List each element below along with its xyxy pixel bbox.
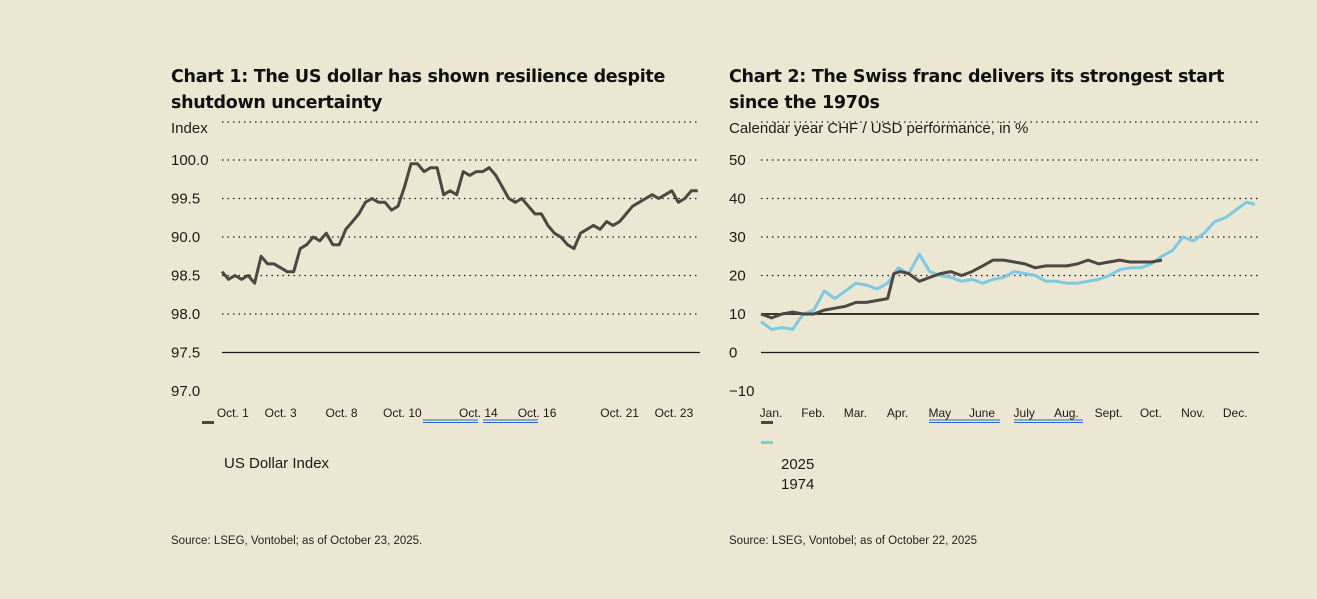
legend-swatch-1974: [761, 441, 773, 444]
x-tick-label-oct-23: Oct. 23: [655, 406, 694, 420]
x-tick-label-jan: Jan.: [760, 406, 783, 420]
x-tick-label-oct-10: Oct. 10: [383, 406, 422, 420]
y-tick-label: 98.5: [171, 268, 200, 285]
y-tick-label: 50: [729, 152, 746, 169]
legend-label-1974: 1974: [781, 476, 814, 493]
x-tick-label-mar: Mar.: [844, 406, 867, 420]
x-tick-label-oct-8: Oct. 8: [325, 406, 357, 420]
y-tick-label: 0: [729, 345, 737, 362]
x-tick-label-dec: Dec.: [1223, 406, 1248, 420]
chart-1-plot: Index 100.0 99.5 90.0 98.5 98.0 97.5 97.0 Oct.…: [171, 120, 700, 472]
series-line-2025: [760, 258, 1163, 320]
x-tick-label-nov: Nov.: [1181, 406, 1205, 420]
x-tick-label-oct-1: Oct. 1: [217, 406, 249, 420]
chart-2-source: Source: LSEG, Vontobel; as of October 22…: [729, 535, 978, 547]
chart-1-panel: Chart 1: The US dollar has shown resilie…: [0, 0, 700, 599]
chart-2-title: Chart 2: The Swiss franc delivers its st…: [729, 67, 1225, 113]
legend-swatch-us-dollar-index: [202, 421, 214, 424]
legend-label-us-dollar-index: US Dollar Index: [224, 455, 330, 472]
x-tick-label-sept: Sept.: [1095, 406, 1123, 420]
y-tick-label: 20: [729, 268, 746, 285]
x-tick-label-oct-14: Oct. 14: [459, 406, 498, 420]
x-tick-label-oct: Oct.: [1140, 406, 1162, 420]
y-tick-label: −10: [729, 383, 754, 400]
chart-2-plot: Calendar year CHF / USD performance, in …: [729, 120, 1259, 493]
legend-swatch-2025: [761, 421, 773, 424]
x-tick-label-aug: Aug.: [1054, 406, 1079, 420]
y-tick-label: 99.5: [171, 191, 200, 208]
y-tick-label: 90.0: [171, 229, 200, 246]
chart-2-panel: Chart 2: The Swiss franc delivers its st…: [558, 0, 1259, 599]
y-tick-label: 40: [729, 191, 746, 208]
x-tick-label-june: June: [969, 406, 995, 420]
series-line-1974: [760, 200, 1256, 331]
x-tick-label-may: May: [928, 406, 951, 420]
y-axis-label: Index: [171, 120, 208, 137]
x-tick-label-july: July: [1014, 406, 1035, 420]
y-tick-label: 97.0: [171, 383, 200, 400]
chart-1-source: Source: LSEG, Vontobel; as of October 23…: [171, 535, 423, 547]
x-tick-label-oct-16: Oct. 16: [518, 406, 557, 420]
series-line-us-dollar-index: [220, 162, 698, 285]
chart-1-title: Chart 1: The US dollar has shown resilie…: [171, 67, 666, 113]
y-tick-label: 98.0: [171, 306, 200, 323]
y-tick-label: 97.5: [171, 345, 200, 362]
legend-label-2025: 2025: [781, 456, 814, 473]
y-tick-label: 30: [729, 229, 746, 246]
x-tick-label-feb: Feb.: [801, 406, 825, 420]
x-tick-label-oct-21: Oct. 21: [600, 406, 639, 420]
x-tick-label-apr: Apr.: [887, 406, 908, 420]
x-tick-label-oct-3: Oct. 3: [265, 406, 297, 420]
y-tick-label: 10: [729, 306, 746, 323]
y-axis-label: Calendar year CHF / USD performance, in …: [729, 120, 1028, 137]
y-tick-label: 100.0: [171, 152, 209, 169]
